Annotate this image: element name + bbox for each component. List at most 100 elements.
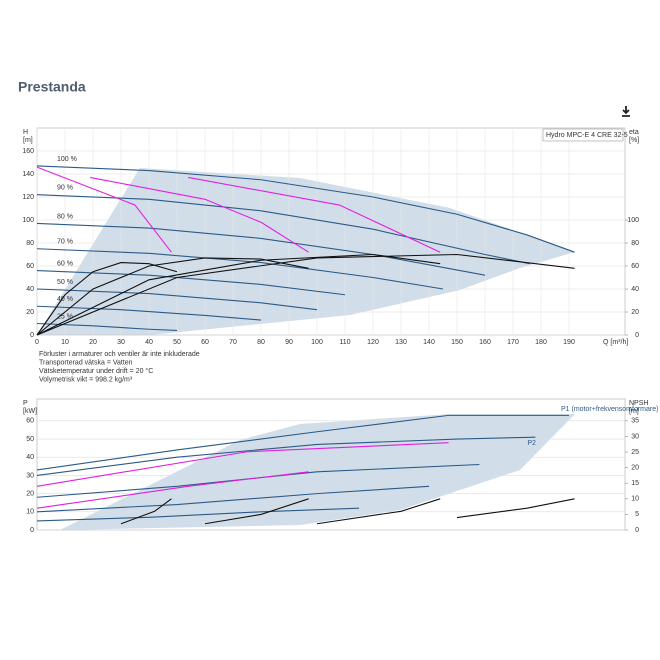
series-line	[36, 414, 569, 471]
x-tick-label: 110	[339, 339, 350, 346]
y-tick-label: 0	[30, 527, 34, 534]
y-tick-label: 60	[26, 418, 34, 425]
y-tick-label: 100	[22, 217, 34, 224]
y-axis-label: [kW]	[23, 408, 37, 415]
x-tick-label: 0	[35, 339, 39, 346]
series-name: P1 (motor+frekvensomformare)	[561, 406, 658, 413]
series-line	[36, 471, 309, 509]
series-line	[36, 248, 444, 290]
series-line	[36, 322, 178, 331]
y2-tick-label: 15	[631, 480, 639, 487]
x-tick-label: 60	[201, 339, 209, 346]
series-line	[204, 498, 309, 525]
x-tick-label: 180	[535, 339, 547, 346]
series-line	[36, 436, 536, 476]
speed-label: 50 %	[57, 279, 73, 286]
series-line	[36, 194, 530, 265]
model-box	[542, 128, 624, 142]
series-line	[36, 222, 486, 276]
y-tick-label: 20	[26, 490, 34, 497]
series-line	[188, 176, 441, 253]
y2-axis-label: NPSH	[629, 400, 648, 407]
note: Förluster i armaturer och ventiler är in…	[39, 351, 200, 358]
note: Transporterad vätska = Vatten	[39, 359, 133, 366]
y2-axis-label: [m]	[629, 408, 639, 415]
y2-tick-label: 20	[631, 309, 639, 316]
y-tick-label: 0	[30, 332, 34, 339]
x-tick-label: 170	[507, 339, 519, 346]
speed-label: 100 %	[57, 156, 77, 163]
series-line	[36, 305, 262, 321]
x-tick-label: 80	[257, 339, 265, 346]
x-tick-label: 20	[89, 339, 97, 346]
x-tick-label: 10	[61, 339, 69, 346]
series-line	[36, 288, 318, 311]
operating-area	[37, 168, 575, 335]
y-tick-label: 30	[26, 472, 34, 479]
y-tick-label: 20	[26, 309, 34, 316]
series-line	[36, 253, 441, 336]
x-tick-label: 120	[367, 339, 379, 346]
series-line	[36, 507, 360, 522]
model-label: Hydro MPC-E 4 CRE 32-5	[546, 132, 628, 139]
speed-label: 90 %	[57, 185, 73, 192]
y2-tick-label: 0	[635, 527, 639, 534]
y-axis-label: P	[23, 400, 28, 407]
x-tick-label: 140	[423, 339, 435, 346]
y-tick-label: 50	[26, 436, 34, 443]
note: Volymetrisk vikt = 998.2 kg/m³	[39, 376, 133, 383]
speed-label: 40 %	[57, 296, 73, 303]
series-line	[36, 257, 309, 336]
series-line	[36, 165, 575, 253]
y2-tick-label: 30	[631, 433, 639, 440]
series-line	[36, 253, 575, 336]
speed-label: 70 %	[57, 239, 73, 246]
y2-axis-label: eta	[629, 129, 639, 136]
series-line	[36, 442, 449, 487]
y-axis-label: [m]	[23, 137, 33, 144]
y-tick-label: 40	[26, 454, 34, 461]
series-line	[456, 498, 575, 519]
x-tick-label: 70	[229, 339, 237, 346]
series-line	[90, 176, 309, 253]
y2-tick-label: 25	[631, 449, 639, 456]
y2-tick-label: 0	[635, 332, 639, 339]
series-line	[36, 270, 346, 296]
y2-axis-label: [%]	[629, 137, 639, 144]
x-tick-label: 160	[479, 339, 491, 346]
x-tick-label: 130	[395, 339, 407, 346]
y-tick-label: 40	[26, 286, 34, 293]
x-tick-label: 40	[145, 339, 153, 346]
y2-tick-label: 80	[631, 240, 639, 247]
y2-tick-label: 20	[631, 464, 639, 471]
series-name: P2	[527, 440, 536, 447]
series-line	[316, 498, 441, 525]
y2-tick-label: 10	[631, 496, 639, 503]
y-tick-label: 160	[22, 148, 34, 155]
y-tick-label: 60	[26, 263, 34, 270]
y-tick-label: 120	[22, 194, 34, 201]
series-line	[36, 166, 172, 253]
speed-label: 25 %	[57, 313, 73, 320]
page-title: Prestanda	[18, 79, 86, 95]
speed-label: 60 %	[57, 260, 73, 267]
y-axis-label: H	[23, 129, 28, 136]
x-tick-label: 90	[285, 339, 293, 346]
y-tick-label: 10	[26, 509, 34, 516]
download-button[interactable]	[619, 104, 633, 120]
y-tick-label: 80	[26, 240, 34, 247]
x-tick-label: 30	[117, 339, 125, 346]
y2-tick-label: 60	[631, 263, 639, 270]
series-line	[36, 485, 430, 513]
x-tick-label: 150	[451, 339, 463, 346]
x-tick-label: 190	[563, 339, 575, 346]
download-icon[interactable]	[622, 106, 630, 117]
y2-tick-label: 40	[631, 286, 639, 293]
note: Vätsketemperatur under drift = 20 °C	[39, 367, 153, 375]
y-tick-label: 140	[22, 171, 34, 178]
speed-label: 80 %	[57, 213, 73, 220]
y2-tick-label: 5	[635, 511, 639, 518]
y2-tick-label: 35	[631, 418, 639, 425]
y2-tick-label: 100	[627, 217, 639, 224]
